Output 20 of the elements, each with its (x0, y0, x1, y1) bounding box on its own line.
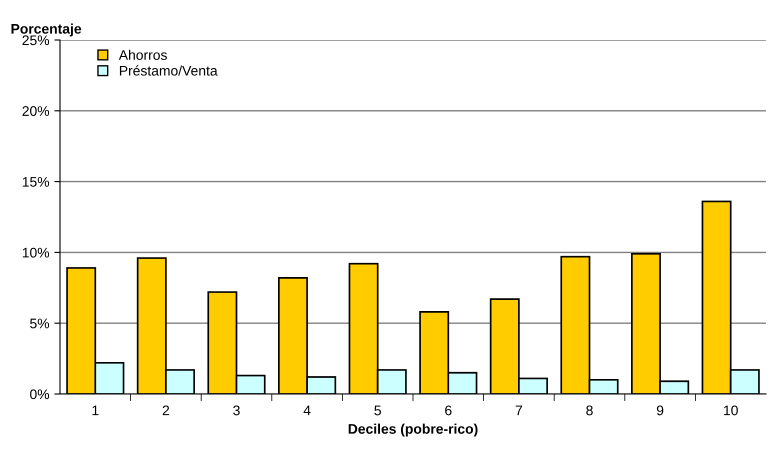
x-tick-label: 4 (304, 406, 311, 416)
y-tick-label: 15% (22, 176, 50, 187)
y-tick-label: 0% (30, 389, 50, 400)
legend-label: Préstamo/Venta (120, 65, 218, 76)
x-tick-label: 9 (656, 405, 664, 416)
y-axis-title: Porcentaje (12, 24, 82, 36)
x-tick-label: 6 (445, 405, 452, 416)
x-tick-label: 2 (162, 405, 170, 416)
y-tick-label: 25% (22, 35, 50, 46)
x-tick-label: 7 (516, 406, 522, 416)
y-tick-label: 20% (22, 106, 50, 116)
y-tick-label: 5% (30, 318, 50, 328)
x-tick-label: 8 (586, 405, 593, 416)
x-tick-label: 5 (374, 406, 381, 416)
legend-label: Ahorros (118, 50, 167, 60)
x-tick-label: 10 (724, 405, 738, 416)
y-tick-label: 10% (22, 248, 50, 258)
x-axis-title: Deciles (pobre-rico) (348, 424, 478, 437)
x-tick-label: 3 (233, 405, 240, 416)
x-tick-label: 1 (92, 406, 98, 416)
